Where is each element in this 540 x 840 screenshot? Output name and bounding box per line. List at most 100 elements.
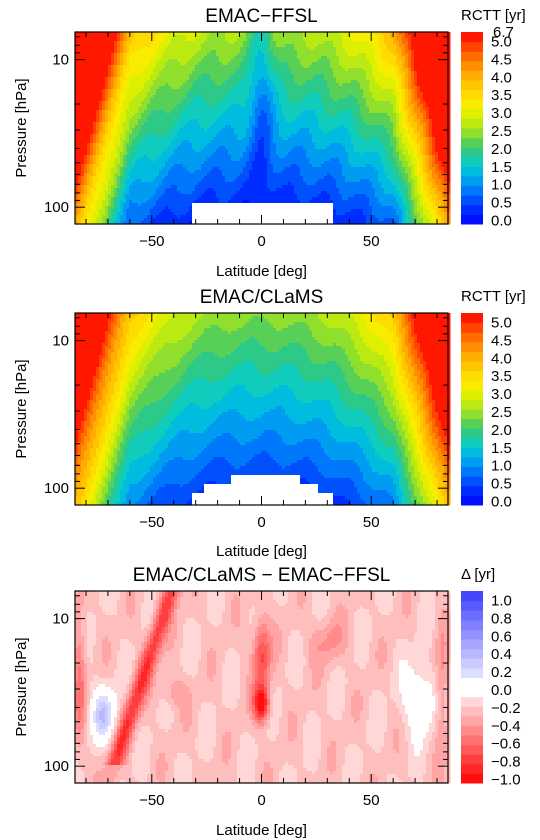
contour-cell <box>159 194 163 198</box>
contour-cell <box>240 155 244 159</box>
contour-cell <box>249 161 253 165</box>
contour-cell <box>159 104 163 108</box>
contour-cell <box>240 80 244 84</box>
contour-cell <box>303 98 307 102</box>
contour-cell <box>156 128 160 132</box>
contour-cell <box>225 191 229 195</box>
contour-cell <box>264 77 268 81</box>
contour-cell <box>90 176 94 180</box>
contour-cell <box>306 185 310 189</box>
contour-cell <box>168 83 172 87</box>
contour-cell <box>258 215 262 219</box>
contour-cell <box>234 161 238 165</box>
contour-cell <box>111 56 115 60</box>
contour-cell <box>291 212 295 216</box>
contour-cell <box>135 53 139 57</box>
contour-cell <box>129 35 133 39</box>
contour-cell <box>306 200 310 204</box>
contour-cell <box>240 113 244 117</box>
contour-cell <box>147 167 151 171</box>
contour-cell <box>126 32 130 36</box>
contour-cell <box>189 173 193 177</box>
contour-cell <box>276 41 280 45</box>
contour-cell <box>261 56 265 60</box>
contour-cell <box>303 158 307 162</box>
contour-cell <box>249 95 253 99</box>
contour-cell <box>207 32 211 36</box>
contour-cell <box>300 74 304 78</box>
contour-cell <box>252 152 256 156</box>
contour-cell <box>225 152 229 156</box>
contour-cell <box>105 50 109 54</box>
contour-cell <box>105 152 109 156</box>
contour-cell <box>228 152 232 156</box>
contour-cell <box>84 170 88 174</box>
contour-cell <box>78 179 82 183</box>
contour-cell <box>300 194 304 198</box>
contour-cell <box>75 68 79 72</box>
contour-cell <box>237 152 241 156</box>
contour-cell <box>78 32 82 36</box>
contour-cell <box>156 209 160 213</box>
contour-cell <box>252 206 256 210</box>
contour-cell <box>159 161 163 165</box>
contour-cell <box>105 68 109 72</box>
contour-cell <box>171 137 175 141</box>
contour-cell <box>198 179 202 183</box>
contour-cell <box>96 164 100 168</box>
contour-cell <box>75 143 79 147</box>
contour-cell <box>273 143 277 147</box>
contour-cell <box>243 122 247 126</box>
contour-cell <box>204 149 208 153</box>
contour-cell <box>231 137 235 141</box>
contour-cell <box>114 191 118 195</box>
contour-cell <box>249 173 253 177</box>
contour-cell <box>165 101 169 105</box>
contour-cell <box>258 182 262 186</box>
contour-cell <box>216 164 220 168</box>
contour-cell <box>264 197 268 201</box>
contour-cell <box>171 53 175 57</box>
contour-cell <box>135 155 139 159</box>
contour-cell <box>81 206 85 210</box>
contour-cell <box>264 35 268 39</box>
contour-cell <box>177 35 181 39</box>
contour-cell <box>120 212 124 216</box>
contour-cell <box>165 170 169 174</box>
contour-cell <box>96 47 100 51</box>
contour-cell <box>216 197 220 201</box>
contour-cell <box>87 164 91 168</box>
contour-cell <box>279 50 283 54</box>
contour-cell <box>216 53 220 57</box>
contour-cell <box>303 155 307 159</box>
contour-cell <box>231 176 235 180</box>
contour-cell <box>153 158 157 162</box>
contour-cell <box>261 170 265 174</box>
contour-cell <box>306 116 310 120</box>
contour-cell <box>75 152 79 156</box>
contour-cell <box>87 53 91 57</box>
contour-cell <box>159 152 163 156</box>
contour-cell <box>192 209 196 213</box>
contour-cell <box>249 176 253 180</box>
contour-cell <box>201 134 205 138</box>
contour-cell <box>177 71 181 75</box>
contour-cell <box>165 80 169 84</box>
contour-cell <box>156 137 160 141</box>
contour-cell <box>99 134 103 138</box>
contour-cell <box>168 95 172 99</box>
contour-cell <box>108 86 112 90</box>
contour-cell <box>186 38 190 42</box>
contour-cell <box>216 113 220 117</box>
contour-cell <box>132 173 136 177</box>
contour-cell <box>279 128 283 132</box>
contour-cell <box>90 53 94 57</box>
contour-cell <box>93 140 97 144</box>
contour-cell <box>279 35 283 39</box>
contour-cell <box>177 50 181 54</box>
contour-cell <box>117 134 121 138</box>
contour-cell <box>174 53 178 57</box>
contour-cell <box>114 38 118 42</box>
contour-cell <box>267 80 271 84</box>
contour-cell <box>306 89 310 93</box>
